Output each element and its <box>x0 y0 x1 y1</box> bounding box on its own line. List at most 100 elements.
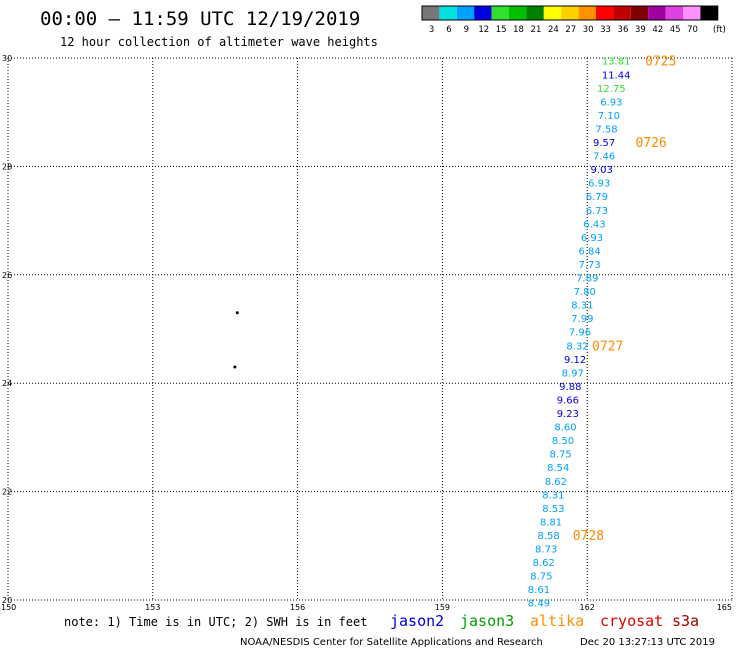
colorbar-swatch <box>596 6 614 20</box>
plot-grid <box>7 57 733 601</box>
colorbar-swatch <box>648 6 666 20</box>
colorbar-swatch <box>456 6 475 20</box>
colorbar-swatch <box>439 6 457 20</box>
pass-time-label: 0727 <box>592 339 623 354</box>
y-tick-label: 24 <box>2 379 12 388</box>
wave-height-value: 11.44 <box>602 70 631 81</box>
x-tick-label: 150 <box>1 603 16 612</box>
y-tick-label: 30 <box>2 54 12 63</box>
colorbar-label: 45 <box>670 25 681 35</box>
colorbar-swatch <box>526 6 544 20</box>
satellite-cryosat-label: cryosat <box>600 612 663 630</box>
wave-height-value: 9.66 <box>557 395 579 406</box>
wave-height-value: 8.54 <box>547 463 569 474</box>
satellite-jason3-label: jason3 <box>460 612 514 630</box>
colorbar-swatch <box>665 6 683 20</box>
wave-height-value: 6.73 <box>586 206 608 217</box>
wave-height-value: 8.49 <box>528 599 550 610</box>
credit-timestamp: Dec 20 13:27:13 UTC 2019 <box>580 637 715 648</box>
y-tick-label: 28 <box>2 162 12 171</box>
wave-height-value: 8.31 <box>542 490 564 501</box>
colorbar-label: 9 <box>464 25 469 35</box>
colorbar-label: 27 <box>565 25 576 35</box>
wave-height-value: 8.62 <box>545 477 567 488</box>
chart-subtitle: 12 hour collection of altimeter wave hei… <box>60 35 378 49</box>
colorbar-label: 70 <box>687 25 698 35</box>
colorbar-label: 3 <box>429 25 434 35</box>
wave-height-value: 8.50 <box>552 436 574 447</box>
colorbar-label: 21 <box>531 25 542 35</box>
pass-time-labels: 0725 0726 0727 0728 <box>573 55 677 544</box>
wave-height-value: 8.62 <box>533 558 555 569</box>
wave-height-value: 8.32 <box>566 341 588 352</box>
pass-time-label: 0728 <box>573 529 604 544</box>
chart-title: 00:00 – 11:59 UTC 12/19/2019 <box>40 8 360 30</box>
y-tick-label: 26 <box>2 271 12 280</box>
wave-height-value: 13.81 <box>602 57 631 68</box>
wave-height-value: 8.58 <box>537 531 559 542</box>
y-tick-label: 20 <box>2 596 12 605</box>
colorbar-unit: (ft) <box>713 25 726 35</box>
x-tick-label: 153 <box>145 603 160 612</box>
satellite-jason2-label: jason2 <box>390 612 444 630</box>
satellite-legend: jason2 jason3 altika cryosat s3a <box>390 612 699 630</box>
colorbar-swatch <box>422 6 440 20</box>
wave-height-value: 9.03 <box>591 165 613 176</box>
credit-organization: NOAA/NESDIS Center for Satellite Applica… <box>240 637 543 648</box>
wave-height-value: 6.93 <box>581 233 603 244</box>
colorbar-swatch <box>491 6 509 20</box>
wave-height-value: 8.97 <box>562 368 584 379</box>
colorbar-label: 36 <box>618 25 629 35</box>
wave-height-value: 6.43 <box>583 219 605 230</box>
wave-height-value: 6.79 <box>586 192 608 203</box>
colorbar-label: 24 <box>548 25 559 35</box>
wave-height-value: 7.10 <box>598 111 620 122</box>
wave-height-value: 6.84 <box>578 246 600 257</box>
wave-height-value: 9.12 <box>564 355 586 366</box>
colorbar-swatch <box>474 6 492 20</box>
x-tick-label: 156 <box>290 603 305 612</box>
wave-height-value: 6.93 <box>600 97 622 108</box>
wave-height-value: 8.61 <box>528 585 550 596</box>
pass-time-label: 0726 <box>635 136 666 151</box>
footer-note: note: 1) Time is in UTC; 2) SWH is in fe… <box>64 615 367 629</box>
pass-time-label: 0725 <box>645 55 676 70</box>
colorbar-swatch <box>613 6 631 20</box>
colorbar-swatch <box>578 6 596 20</box>
location-dot <box>235 311 239 315</box>
wave-height-value: 8.81 <box>540 517 562 528</box>
wave-height-value: 12.75 <box>597 84 626 95</box>
colorbar-label: 12 <box>478 25 489 35</box>
wave-height-value: 7.99 <box>571 314 593 325</box>
colorbar-label: 30 <box>583 25 594 35</box>
colorbar-label: 18 <box>513 25 524 35</box>
x-tick-label: 159 <box>435 603 450 612</box>
colorbar-swatch <box>683 6 701 20</box>
colorbar-label: 39 <box>635 25 646 35</box>
location-markers <box>233 311 239 369</box>
y-tick-label: 22 <box>2 488 12 497</box>
wave-height-value: 7.58 <box>595 124 617 135</box>
x-tick-label: 165 <box>717 603 732 612</box>
colorbar-swatch <box>561 6 579 20</box>
wave-height-value: 9.57 <box>593 138 615 149</box>
colorbar-label: 15 <box>496 25 507 35</box>
colorbar-label: 6 <box>446 25 451 35</box>
colorbar-swatch <box>700 6 718 20</box>
wave-height-value: 8.60 <box>554 423 576 434</box>
wave-height-value: 8.75 <box>550 450 572 461</box>
colorbar-label: 42 <box>652 25 663 35</box>
wave-height-value: 8.31 <box>571 301 593 312</box>
wave-height-points: 13.81 11.44 12.75 6.93 7.10 7.58 9.57 7.46 9.03 6… <box>528 57 631 610</box>
wave-height-value: 9.23 <box>557 409 579 420</box>
wave-height-value: 7.89 <box>576 274 598 285</box>
satellite-altika-label: altika <box>530 612 584 630</box>
wave-height-value: 8.73 <box>535 545 557 556</box>
wave-height-value: 9.88 <box>559 382 581 393</box>
colorbar-label: 33 <box>600 25 611 35</box>
wave-height-value: 6.93 <box>588 179 610 190</box>
wave-height-value: 7.80 <box>574 287 596 298</box>
location-dot <box>233 365 237 369</box>
colorbar-swatch <box>630 6 649 20</box>
